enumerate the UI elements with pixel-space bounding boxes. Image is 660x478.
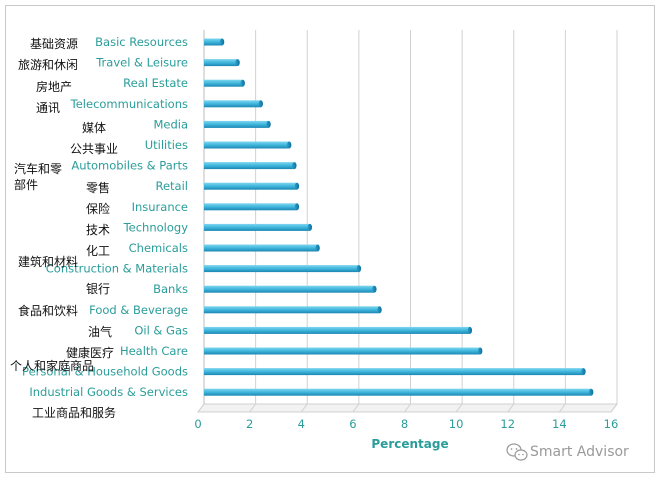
category-label-cn: 零售 [86, 180, 110, 195]
bar [204, 326, 473, 334]
bar [204, 285, 377, 293]
category-label-cn: 房地产 [36, 79, 72, 94]
category-label-en: Industrial Goods & Services [29, 385, 188, 399]
category-label-en: Food & Beverage [89, 303, 188, 317]
category-label-cn: 通讯 [36, 101, 60, 115]
category-label-cn: 油气 [88, 324, 112, 339]
bar [204, 203, 300, 211]
x-tick-label: 0 [194, 417, 201, 431]
x-tick-label: 12 [500, 417, 515, 431]
wechat-icon [506, 443, 528, 461]
category-label-cn: 技术 [86, 223, 110, 237]
category-label-cn: 化工 [86, 244, 110, 258]
bar [204, 38, 225, 46]
category-label-en: Travel & Leisure [95, 56, 188, 70]
category-label-cn: 银行 [86, 282, 110, 296]
category-label-en: Personal & Household Goods [22, 365, 188, 379]
category-label-en: Media [153, 117, 188, 131]
grid [197, 30, 618, 413]
category-label-en: Basic Resources [95, 35, 188, 49]
category-label-en: Utilities [145, 138, 188, 152]
category-label-cn: 工业商品和服务 [32, 405, 116, 420]
category-label-cn: 保险 [86, 201, 110, 216]
bar [204, 265, 362, 273]
bar [204, 120, 271, 128]
gridline-floor [197, 403, 205, 413]
category-label-en: Automobiles & Parts [71, 159, 188, 173]
category-label-en: Oil & Gas [134, 323, 188, 337]
gridline-floor [352, 403, 360, 413]
bar [204, 182, 300, 190]
bar [204, 368, 586, 376]
category-label-cn: 媒体 [82, 121, 106, 135]
bar [204, 347, 483, 355]
gridline-floor [455, 403, 463, 413]
gridline-floor [404, 403, 411, 413]
category-label-cn: 公共事业 [70, 142, 118, 156]
category-label-en: Health Care [120, 344, 188, 358]
bar [204, 59, 240, 67]
gridline-floor [300, 403, 308, 413]
bar [204, 388, 594, 396]
bar [204, 141, 292, 149]
x-tick-label: 10 [449, 417, 464, 431]
category-label-en: Technology [123, 220, 189, 234]
x-tick-label: 16 [604, 417, 619, 431]
category-label-en: Banks [153, 282, 188, 296]
x-tick-label: 6 [349, 417, 356, 431]
x-tick-label: 8 [401, 417, 408, 431]
category-label-cn: 建筑和材料 [18, 254, 78, 269]
bar [204, 306, 382, 314]
bar [204, 100, 263, 108]
category-label-cn: 汽车和零部件 [14, 161, 62, 192]
gridline-floor [558, 403, 566, 413]
category-label-cn: 基础资源 [30, 37, 78, 51]
watermark-text: Smart Advisor [530, 444, 629, 460]
x-tick-label: 4 [298, 417, 305, 431]
category-label-en: Retail [156, 179, 189, 193]
bar [204, 79, 245, 87]
bars [204, 38, 594, 396]
gridline-floor [610, 403, 618, 413]
category-label-cn: 健康医疗 [66, 345, 114, 360]
watermark: Smart Advisor [506, 443, 629, 461]
category-label-cn: 旅游和休闲 [18, 58, 78, 72]
category-labels: Basic Resources Travel & Leisure Real Esta… [10, 35, 188, 420]
category-label-en: Construction & Materials [46, 262, 188, 276]
gridline-floor [507, 403, 515, 413]
bar [204, 223, 313, 231]
gridline-floor [249, 403, 257, 413]
category-label-cn: 食品和饮料 [18, 303, 78, 318]
category-label-cn: 个人和家庭商品 [10, 358, 94, 373]
bar [204, 162, 297, 170]
category-label-en: Insurance [132, 200, 188, 214]
x-tick-label: 2 [246, 417, 253, 431]
x-axis-ticks: 0 2 4 6 8 10 12 14 16 [194, 417, 618, 431]
category-label-en: Real Estate [123, 76, 188, 90]
x-tick-label: 14 [552, 417, 567, 431]
bar [204, 244, 320, 252]
x-axis-label: Percentage [371, 437, 448, 451]
category-label-en: Telecommunications [70, 97, 188, 111]
category-label-en: Chemicals [129, 241, 188, 255]
chart-frame [5, 5, 655, 473]
